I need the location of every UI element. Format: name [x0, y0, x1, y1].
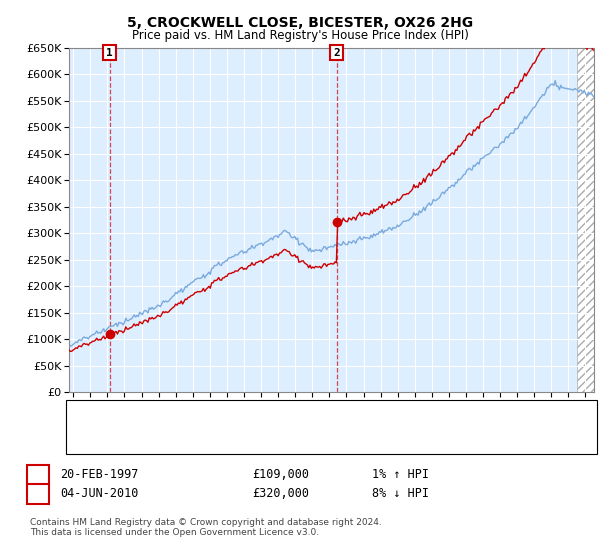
Text: Price paid vs. HM Land Registry's House Price Index (HPI): Price paid vs. HM Land Registry's House …: [131, 29, 469, 42]
Text: £320,000: £320,000: [252, 487, 309, 501]
Text: 2: 2: [333, 48, 340, 58]
Text: £109,000: £109,000: [252, 468, 309, 482]
Text: Contains HM Land Registry data © Crown copyright and database right 2024.
This d: Contains HM Land Registry data © Crown c…: [30, 518, 382, 538]
Text: 20-FEB-1997: 20-FEB-1997: [61, 468, 139, 482]
Text: 1: 1: [34, 470, 41, 480]
Bar: [577, 48, 594, 392]
Text: 5, CROCKWELL CLOSE, BICESTER, OX26 2HG (detached house): 5, CROCKWELL CLOSE, BICESTER, OX26 2HG (…: [112, 413, 456, 422]
Text: 8% ↓ HPI: 8% ↓ HPI: [372, 487, 429, 501]
Text: 1% ↑ HPI: 1% ↑ HPI: [372, 468, 429, 482]
Text: 5, CROCKWELL CLOSE, BICESTER, OX26 2HG: 5, CROCKWELL CLOSE, BICESTER, OX26 2HG: [127, 16, 473, 30]
Text: 2: 2: [34, 489, 41, 499]
Text: HPI: Average price, detached house, Cherwell: HPI: Average price, detached house, Cher…: [112, 432, 387, 442]
Bar: [577, 48, 594, 392]
Text: 1: 1: [106, 48, 113, 58]
Text: 04-JUN-2010: 04-JUN-2010: [61, 487, 139, 501]
